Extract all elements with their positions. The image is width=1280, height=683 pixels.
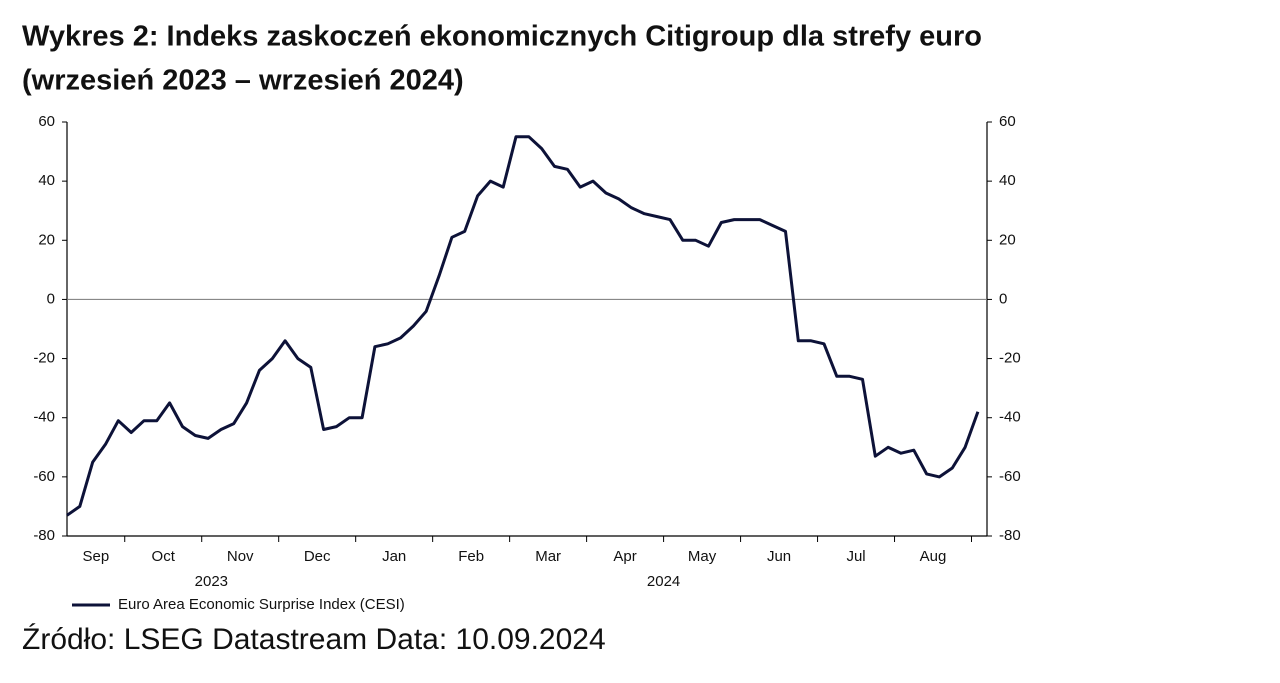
y-tick-label: -60 bbox=[33, 468, 55, 485]
y2-tick-label: 0 bbox=[999, 290, 1007, 307]
series-line bbox=[66, 135, 980, 517]
y-tick-label: 0 bbox=[47, 290, 55, 307]
y-tick-label: 20 bbox=[38, 231, 55, 248]
source: Źródło: LSEG Datastream Data: 10.09.2024 bbox=[22, 623, 606, 656]
year-label: 2023 bbox=[195, 573, 228, 590]
y2-tick-label: -40 bbox=[999, 409, 1021, 426]
y-tick-label: 40 bbox=[38, 172, 55, 189]
chart-title: Wykres 2: Indeks zaskoczeń ekonomicznych… bbox=[22, 21, 982, 53]
y2-tick-label: 40 bbox=[999, 172, 1016, 189]
x-tick-label: Dec bbox=[304, 548, 331, 565]
x-tick-label: Mar bbox=[535, 548, 561, 565]
y2-tick-label: 60 bbox=[999, 113, 1016, 130]
x-tick-label: Aug bbox=[920, 548, 947, 565]
x-tick-label: Jan bbox=[382, 548, 406, 565]
y-tick-label: -80 bbox=[33, 527, 55, 544]
legend-label: Euro Area Economic Surprise Index (CESI) bbox=[118, 596, 405, 613]
y2-tick-label: -60 bbox=[999, 468, 1021, 485]
y-tick-label: 60 bbox=[38, 113, 55, 130]
x-tick-label: Apr bbox=[613, 548, 636, 565]
x-tick-label: Jun bbox=[767, 548, 791, 565]
y2-tick-label: 20 bbox=[999, 231, 1016, 248]
x-tick-label: Jul bbox=[846, 548, 865, 565]
y-tick-label: -20 bbox=[33, 350, 55, 367]
x-tick-label: May bbox=[688, 548, 717, 565]
y-tick-label: -40 bbox=[33, 409, 55, 426]
year-label: 2024 bbox=[647, 573, 680, 590]
chart-subtitle: (wrzesień 2023 – wrzesień 2024) bbox=[22, 65, 464, 97]
y2-tick-label: -80 bbox=[999, 527, 1021, 544]
x-tick-label: Feb bbox=[458, 548, 484, 565]
x-tick-label: Sep bbox=[83, 548, 110, 565]
x-tick-label: Oct bbox=[152, 548, 176, 565]
y2-tick-label: -20 bbox=[999, 350, 1021, 367]
x-tick-label: Nov bbox=[227, 548, 254, 565]
